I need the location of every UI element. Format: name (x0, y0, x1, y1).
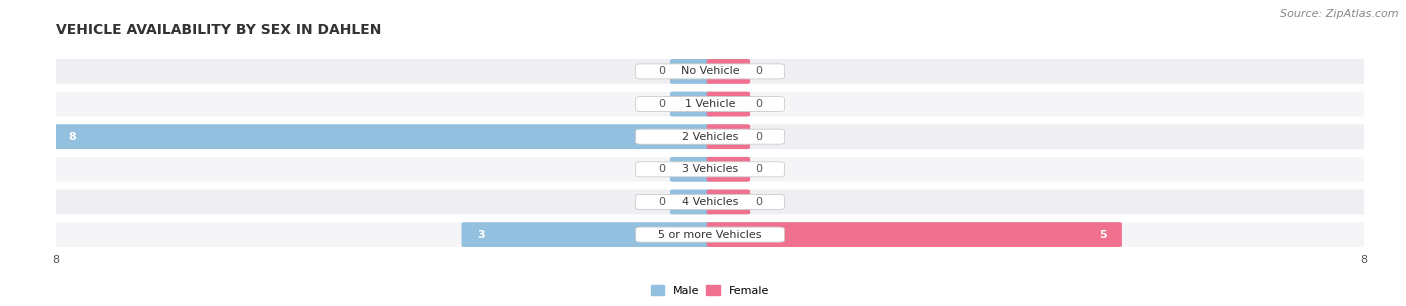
Text: 0: 0 (658, 99, 665, 109)
Text: 5 or more Vehicles: 5 or more Vehicles (658, 230, 762, 240)
FancyBboxPatch shape (671, 91, 713, 117)
FancyBboxPatch shape (636, 194, 785, 210)
FancyBboxPatch shape (671, 189, 713, 215)
FancyBboxPatch shape (48, 189, 1372, 215)
FancyBboxPatch shape (48, 124, 1372, 150)
FancyBboxPatch shape (671, 157, 713, 182)
Text: VEHICLE AVAILABILITY BY SEX IN DAHLEN: VEHICLE AVAILABILITY BY SEX IN DAHLEN (56, 23, 381, 37)
FancyBboxPatch shape (707, 222, 1122, 247)
FancyBboxPatch shape (707, 157, 749, 182)
FancyBboxPatch shape (48, 91, 1372, 117)
Text: 0: 0 (755, 66, 762, 76)
FancyBboxPatch shape (636, 162, 785, 177)
Text: 2 Vehicles: 2 Vehicles (682, 132, 738, 142)
FancyBboxPatch shape (461, 222, 713, 247)
FancyBboxPatch shape (636, 129, 785, 144)
FancyBboxPatch shape (636, 227, 785, 242)
FancyBboxPatch shape (707, 91, 749, 117)
Text: Source: ZipAtlas.com: Source: ZipAtlas.com (1281, 9, 1399, 19)
Text: 0: 0 (658, 197, 665, 207)
FancyBboxPatch shape (671, 59, 713, 84)
FancyBboxPatch shape (636, 96, 785, 112)
Text: 0: 0 (658, 164, 665, 174)
FancyBboxPatch shape (707, 59, 749, 84)
FancyBboxPatch shape (48, 222, 1372, 248)
FancyBboxPatch shape (53, 124, 713, 149)
FancyBboxPatch shape (707, 189, 749, 215)
Text: 0: 0 (755, 197, 762, 207)
FancyBboxPatch shape (636, 64, 785, 79)
Text: 0: 0 (755, 164, 762, 174)
FancyBboxPatch shape (48, 156, 1372, 182)
Text: 0: 0 (755, 132, 762, 142)
Text: 5: 5 (1098, 230, 1107, 240)
Text: 3: 3 (477, 230, 485, 240)
Text: 1 Vehicle: 1 Vehicle (685, 99, 735, 109)
Text: 3 Vehicles: 3 Vehicles (682, 164, 738, 174)
Text: 8: 8 (69, 132, 76, 142)
Text: 0: 0 (658, 66, 665, 76)
Legend: Male, Female: Male, Female (647, 281, 773, 300)
Text: 4 Vehicles: 4 Vehicles (682, 197, 738, 207)
FancyBboxPatch shape (48, 58, 1372, 84)
Text: 0: 0 (755, 99, 762, 109)
Text: No Vehicle: No Vehicle (681, 66, 740, 76)
FancyBboxPatch shape (707, 124, 749, 149)
